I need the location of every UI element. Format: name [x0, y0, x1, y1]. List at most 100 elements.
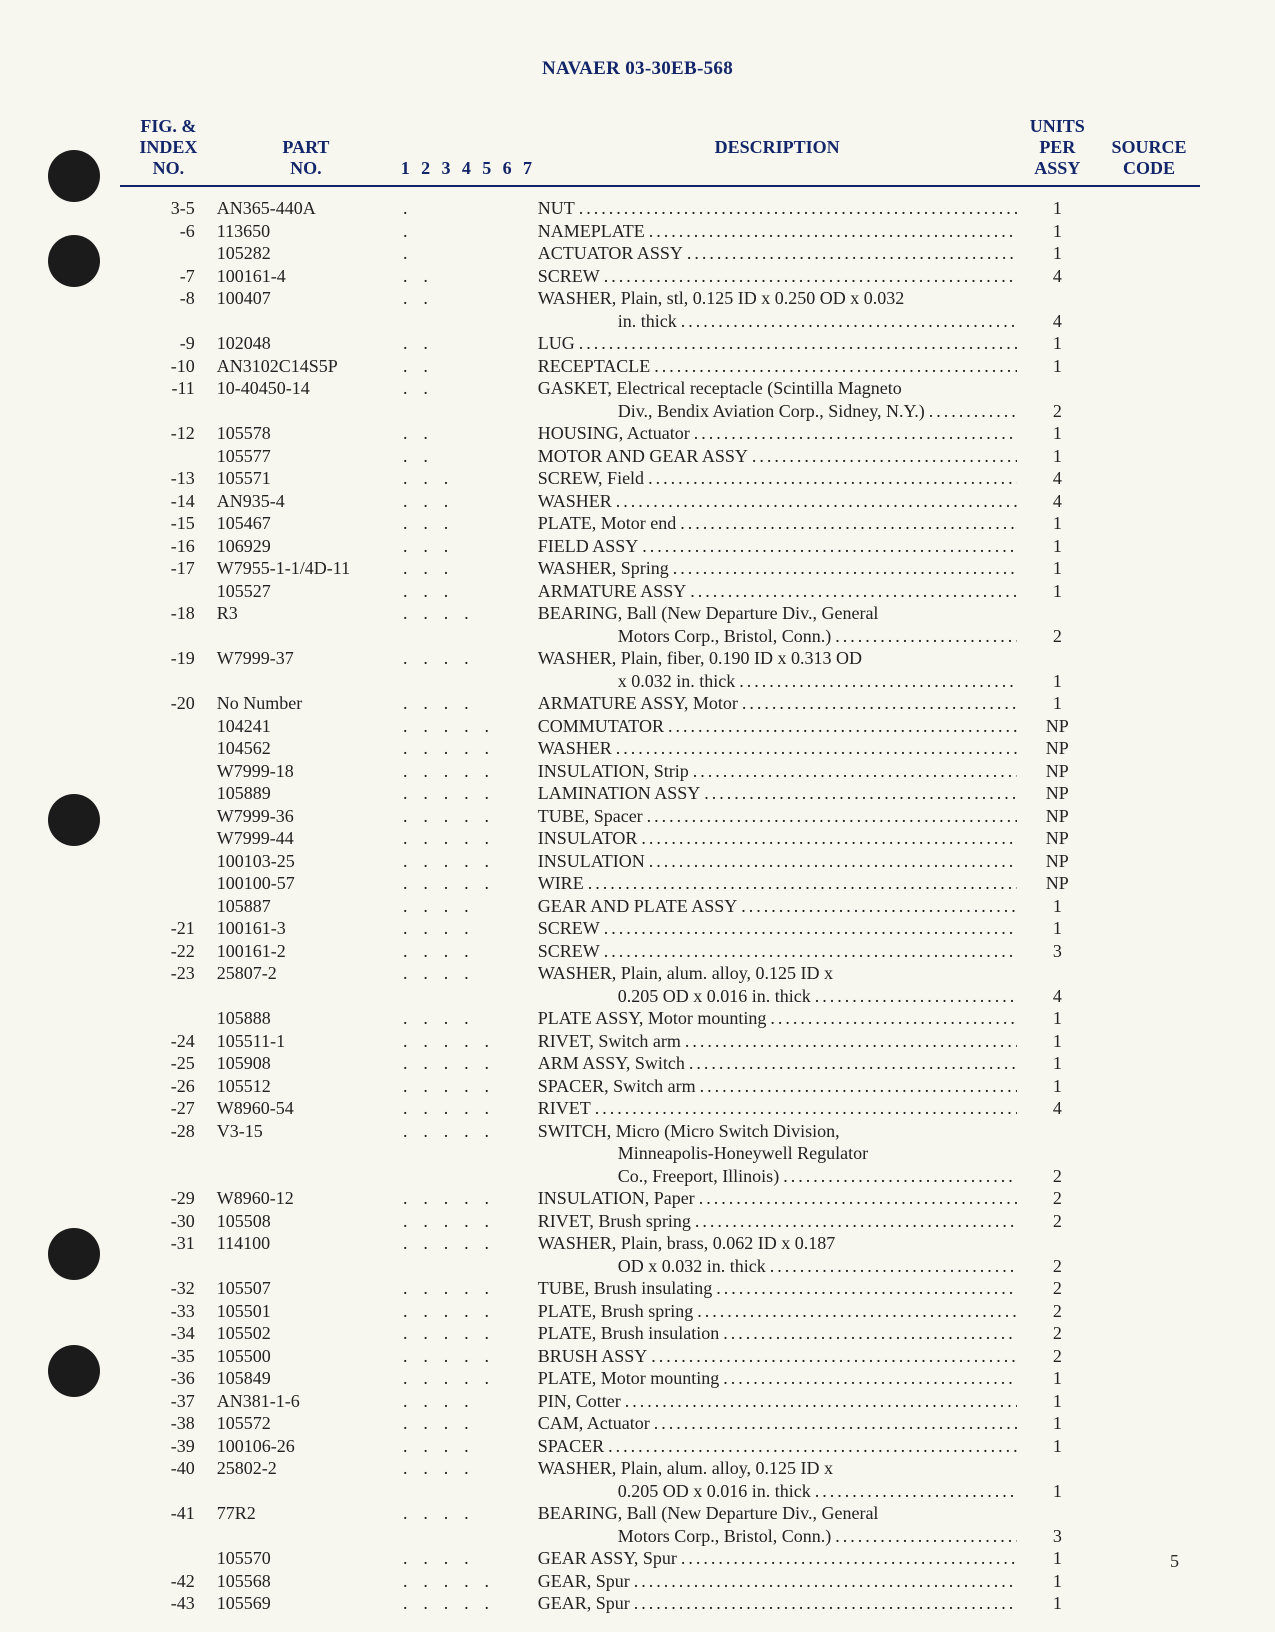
cell-level — [497, 1412, 517, 1435]
cell-part: R3 — [217, 602, 395, 625]
cell-source — [1098, 557, 1200, 580]
table-row: -38105572....CAM, Actuator..............… — [120, 1412, 1200, 1435]
cell-source — [1098, 715, 1200, 738]
cell-index: -31 — [120, 1232, 217, 1255]
cell-level: . — [395, 715, 415, 738]
cell-level — [456, 467, 476, 490]
table-row-continuation: Div., Bendix Aviation Corp., Sidney, N.Y… — [120, 400, 1200, 423]
cell-units: 1 — [1017, 1570, 1099, 1593]
cell-level — [517, 805, 537, 828]
cell-level — [517, 1457, 537, 1480]
cell-index — [120, 445, 217, 468]
cell-level — [517, 1570, 537, 1593]
cell-level: . — [415, 827, 435, 850]
table-body: 3-5AN365-440A.NUT.......................… — [120, 186, 1200, 1615]
cell-part: 100100-57 — [217, 872, 395, 895]
cell-level: . — [477, 872, 497, 895]
cell-part: W7999-36 — [217, 805, 395, 828]
cell-level — [436, 422, 456, 445]
cell-level: . — [395, 1030, 415, 1053]
cell-source — [1098, 647, 1200, 670]
cell-level: . — [395, 647, 415, 670]
cell-level: . — [415, 1345, 435, 1368]
cell-level: . — [456, 1030, 476, 1053]
cell-level: . — [456, 827, 476, 850]
cell-level: . — [395, 265, 415, 288]
cell-level — [477, 445, 497, 468]
cell-units: 2 — [1017, 1322, 1099, 1345]
cell-level — [517, 557, 537, 580]
cell-level — [517, 197, 537, 220]
cell-level: . — [477, 827, 497, 850]
cell-level — [497, 1052, 517, 1075]
cell-description: ACTUATOR ASSY...........................… — [538, 242, 1017, 265]
cell-description: NUT.....................................… — [538, 197, 1017, 220]
cell-level: . — [395, 917, 415, 940]
cell-level: . — [436, 850, 456, 873]
cell-level: . — [436, 647, 456, 670]
cell-units: 1 — [1017, 1435, 1099, 1458]
cell-level — [517, 1232, 537, 1255]
cell-units: 2 — [1017, 1165, 1099, 1188]
cell-description: SPACER, Switch arm......................… — [538, 1075, 1017, 1098]
cell-units: 1 — [1017, 1412, 1099, 1435]
cell-level: . — [415, 1277, 435, 1300]
table-row: W7999-36.....TUBE, Spacer...............… — [120, 805, 1200, 828]
cell-description: Minneapolis-Honeywell Regulator — [538, 1142, 1017, 1165]
cell-level: . — [456, 782, 476, 805]
cell-part: 105577 — [217, 445, 395, 468]
cell-description: SPACER..................................… — [538, 1435, 1017, 1458]
cell-level: . — [456, 895, 476, 918]
cell-level: . — [415, 1007, 435, 1030]
table-row: -13105571...SCREW, Field................… — [120, 467, 1200, 490]
cell-level: . — [456, 1592, 476, 1615]
cell-index — [120, 827, 217, 850]
cell-level — [477, 355, 497, 378]
cell-level — [517, 490, 537, 513]
cell-level — [517, 1412, 537, 1435]
cell-index: -22 — [120, 940, 217, 963]
cell-level: . — [415, 917, 435, 940]
cell-part: 25807-2 — [217, 962, 395, 985]
cell-level: . — [415, 737, 435, 760]
cell-part: 105571 — [217, 467, 395, 490]
cell-level: . — [477, 1570, 497, 1593]
cell-level: . — [436, 1570, 456, 1593]
cell-level — [497, 940, 517, 963]
cell-level — [517, 355, 537, 378]
cell-level: . — [456, 805, 476, 828]
cell-level: . — [456, 1322, 476, 1345]
col-lvl-7: 7 — [517, 115, 537, 186]
cell-level: . — [477, 1367, 497, 1390]
cell-level: . — [477, 782, 497, 805]
cell-part: 105887 — [217, 895, 395, 918]
cell-level: . — [436, 737, 456, 760]
table-row: -4177R2....BEARING, Ball (New Departure … — [120, 1502, 1200, 1525]
cell-level: . — [415, 805, 435, 828]
cell-units: 2 — [1017, 1345, 1099, 1368]
cell-level: . — [395, 1232, 415, 1255]
cell-level: . — [395, 197, 415, 220]
cell-level — [517, 1052, 537, 1075]
cell-units: 1 — [1017, 535, 1099, 558]
cell-level: . — [456, 1187, 476, 1210]
cell-level — [517, 512, 537, 535]
cell-level: . — [436, 1052, 456, 1075]
cell-description: PLATE, Brush spring.....................… — [538, 1300, 1017, 1323]
table-row: -2325807-2....WASHER, Plain, alum. alloy… — [120, 962, 1200, 985]
cell-level — [517, 220, 537, 243]
cell-level: . — [395, 782, 415, 805]
cell-source — [1098, 445, 1200, 468]
cell-level: . — [456, 1457, 476, 1480]
cell-level: . — [456, 1547, 476, 1570]
cell-level — [497, 715, 517, 738]
cell-units: NP — [1017, 782, 1099, 805]
cell-level: . — [456, 1345, 476, 1368]
binder-hole — [48, 1228, 100, 1280]
cell-index: -24 — [120, 1030, 217, 1053]
cell-units: NP — [1017, 850, 1099, 873]
cell-level — [456, 580, 476, 603]
cell-index: -18 — [120, 602, 217, 625]
table-row: -4025802-2....WASHER, Plain, alum. alloy… — [120, 1457, 1200, 1480]
cell-level — [477, 467, 497, 490]
